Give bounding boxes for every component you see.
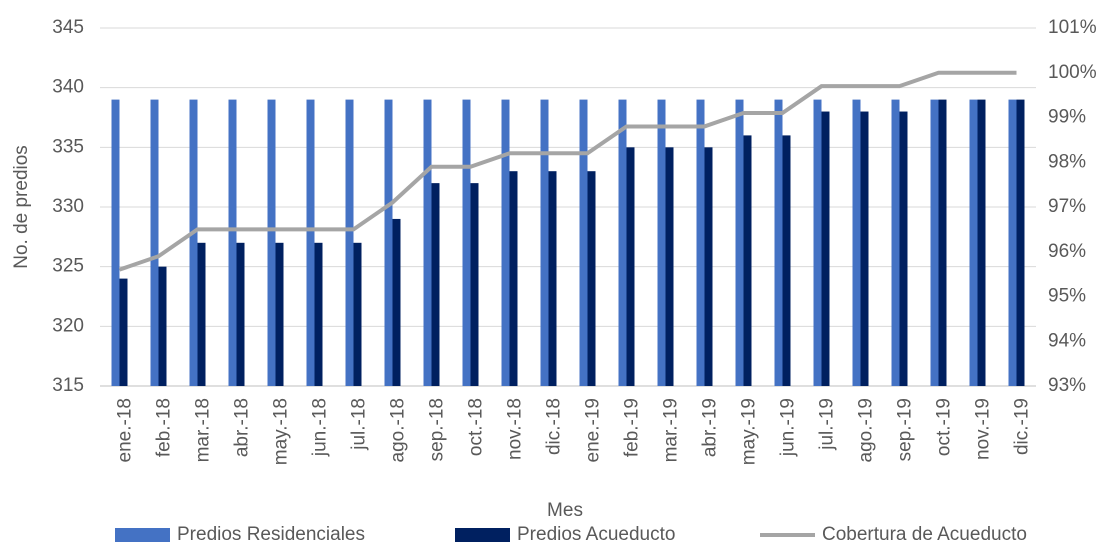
bar	[1008, 99, 1017, 386]
bar	[899, 111, 908, 387]
x-tick-label: feb.-19	[622, 398, 643, 457]
bar	[891, 99, 900, 386]
legend-label: Predios Residenciales	[177, 524, 365, 544]
bar	[579, 99, 588, 386]
bar	[704, 147, 713, 386]
bar	[587, 171, 596, 386]
legend-swatch	[115, 528, 170, 542]
bar	[1016, 99, 1025, 386]
bar	[626, 147, 635, 386]
bar	[345, 99, 354, 386]
x-tick-label: nov.-18	[505, 398, 526, 460]
bar	[236, 242, 245, 386]
bar	[813, 99, 822, 386]
bar	[743, 135, 752, 386]
bar	[119, 278, 128, 386]
x-tick-label: oct.-18	[466, 398, 487, 456]
bar	[548, 171, 557, 386]
bar	[969, 99, 978, 386]
bar	[111, 99, 120, 386]
x-axis-title: Mes	[547, 500, 583, 521]
x-tick-label: oct.-19	[934, 398, 955, 456]
bar	[275, 242, 284, 386]
bar	[150, 99, 159, 386]
x-tick-label: ago.-18	[388, 398, 409, 462]
bar	[860, 111, 869, 387]
bar	[314, 242, 323, 386]
bar	[852, 99, 861, 386]
bar	[938, 99, 947, 386]
bar	[509, 171, 518, 386]
y2-tick-label: 98%	[1048, 151, 1086, 172]
x-tick-label: jul.-18	[349, 398, 370, 451]
x-tick-label: feb.-18	[154, 398, 175, 457]
x-tick-label: may.-19	[739, 398, 760, 465]
bar	[384, 99, 393, 386]
bar	[189, 99, 198, 386]
bar	[665, 147, 674, 386]
bar	[782, 135, 791, 386]
y-tick-label: 340	[52, 77, 84, 98]
x-tick-label: may.-18	[271, 398, 292, 465]
bar	[470, 183, 479, 386]
legend-swatch	[455, 528, 510, 542]
x-tick-label: sep.-19	[895, 398, 916, 461]
x-tick-label: ene.-19	[583, 398, 604, 462]
bar	[353, 242, 362, 386]
y2-tick-label: 100%	[1048, 62, 1097, 83]
bar	[228, 99, 237, 386]
x-tick-label: dic.-19	[1012, 398, 1033, 455]
y2-tick-label: 97%	[1048, 196, 1086, 217]
legend-label: Cobertura de Acueducto	[822, 524, 1027, 544]
bar	[431, 183, 440, 386]
bar	[696, 99, 705, 386]
bar	[821, 111, 830, 387]
y-axis-title: No. de predios	[11, 145, 32, 269]
x-tick-label: jun.-18	[310, 398, 331, 457]
bar	[158, 266, 167, 386]
bar	[392, 218, 401, 386]
bar	[501, 99, 510, 386]
legend-label: Predios Acueducto	[517, 524, 675, 544]
bar	[267, 99, 276, 386]
bar	[977, 99, 986, 386]
x-tick-label: sep.-18	[427, 398, 448, 461]
x-tick-label: jun.-19	[778, 398, 799, 457]
y2-tick-label: 99%	[1048, 107, 1086, 128]
line	[118, 70, 1017, 272]
x-tick-label: dic.-18	[544, 398, 565, 455]
bar	[774, 99, 783, 386]
y-tick-label: 330	[52, 196, 84, 217]
bar	[423, 99, 432, 386]
x-tick-label: mar.-18	[193, 398, 214, 462]
bar	[462, 99, 471, 386]
x-tick-label: nov.-19	[973, 398, 994, 460]
bar	[618, 99, 627, 386]
x-tick-label: ago.-19	[856, 398, 877, 462]
bar	[657, 99, 666, 386]
bar	[735, 99, 744, 386]
x-tick-label: abr.-19	[700, 398, 721, 457]
bar	[930, 99, 939, 386]
y-tick-label: 345	[52, 17, 84, 38]
y-tick-label: 320	[52, 315, 84, 336]
x-tick-label: ene.-18	[115, 398, 136, 462]
y-tick-label: 315	[52, 375, 84, 396]
x-tick-label: jul.-19	[817, 398, 838, 451]
y2-tick-label: 94%	[1048, 330, 1086, 351]
x-tick-label: mar.-19	[661, 398, 682, 462]
y2-tick-label: 95%	[1048, 286, 1086, 307]
y2-tick-label: 101%	[1048, 17, 1097, 38]
bar	[306, 99, 315, 386]
x-tick-label: abr.-18	[232, 398, 253, 457]
y-tick-label: 325	[52, 256, 84, 277]
y2-tick-label: 93%	[1048, 375, 1086, 396]
bar	[540, 99, 549, 386]
bar	[197, 242, 206, 386]
y2-tick-label: 96%	[1048, 241, 1086, 262]
y-tick-label: 335	[52, 136, 84, 157]
